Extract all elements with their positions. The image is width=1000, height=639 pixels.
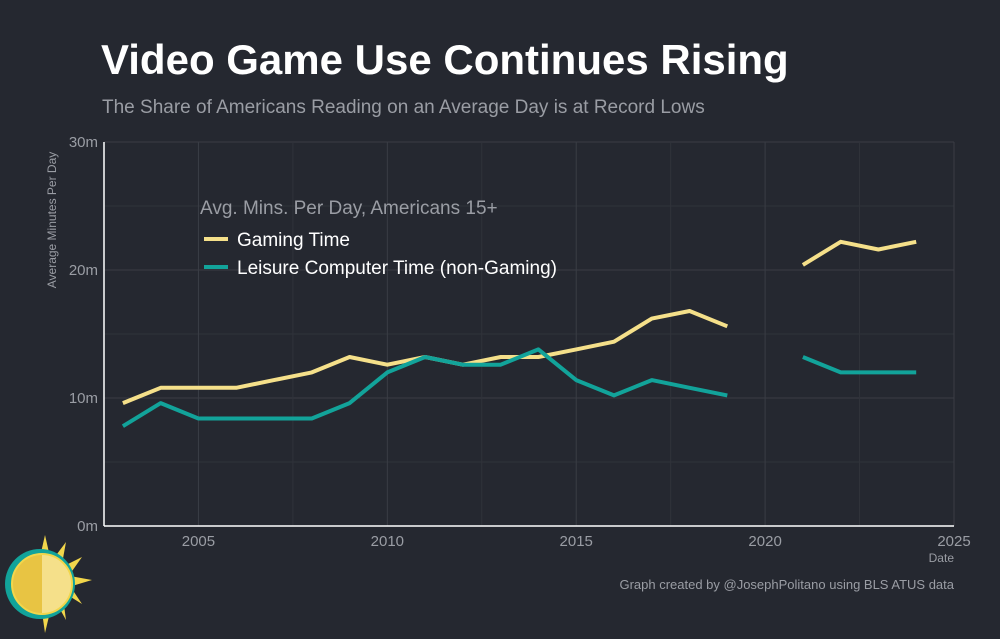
legend-title: Avg. Mins. Per Day, Americans 15+	[200, 198, 498, 219]
x-tick-label: 2015	[560, 533, 593, 550]
x-axis-label: Date	[929, 551, 955, 565]
x-tick-label: 2005	[182, 533, 215, 550]
y-tick-label: 30m	[69, 134, 98, 151]
x-tick-label: 2010	[371, 533, 404, 550]
series-lines	[121, 239, 917, 428]
x-tick-label: 2025	[937, 533, 970, 550]
legend: Avg. Mins. Per Day, Americans 15+ Gaming …	[200, 198, 557, 279]
axes	[103, 142, 954, 527]
legend-entry-0: Gaming Time	[237, 230, 350, 251]
chart-title: Video Game Use Continues Rising	[101, 36, 789, 83]
y-tick-label: 0m	[77, 518, 98, 535]
y-axis-label: Average Minutes Per Day	[45, 152, 59, 289]
y-tick-label: 10m	[69, 390, 98, 407]
series-line-1	[121, 347, 917, 428]
sun-logo-icon	[5, 535, 92, 633]
legend-entry-1: Leisure Computer Time (non-Gaming)	[237, 258, 557, 279]
chart-subtitle: The Share of Americans Reading on an Ave…	[102, 97, 705, 118]
source-credit: Graph created by @JosephPolitano using B…	[619, 577, 954, 592]
tick-labels: 0m 10m 20m 30m 2005 2010 2015 2020 2025	[69, 134, 971, 550]
x-tick-label: 2020	[748, 533, 781, 550]
y-tick-label: 20m	[69, 262, 98, 279]
